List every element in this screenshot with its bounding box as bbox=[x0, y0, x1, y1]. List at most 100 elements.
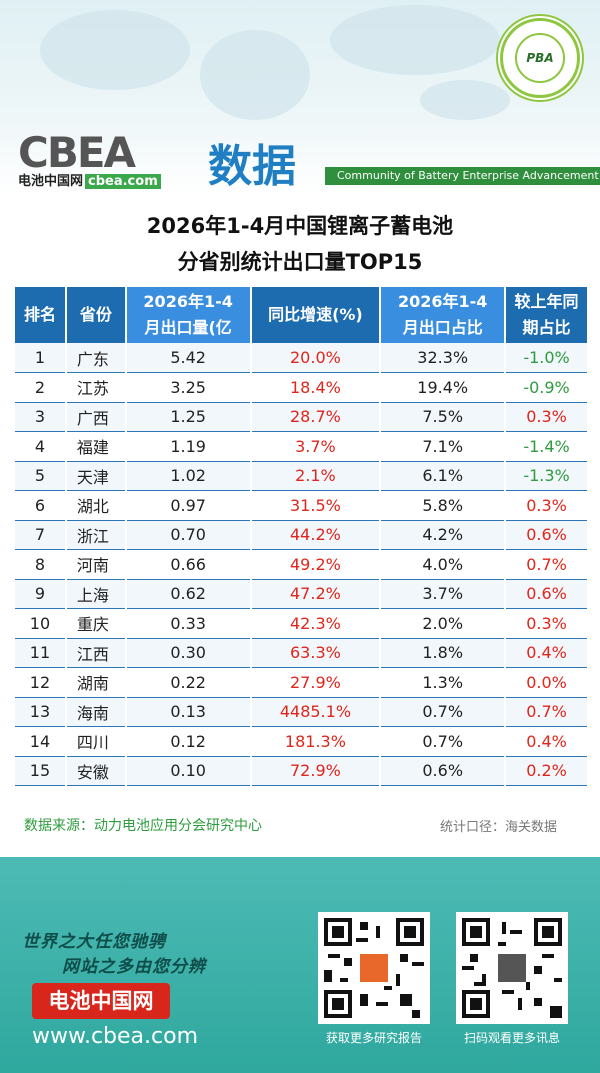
cell-growth: 20.0% bbox=[249, 343, 381, 373]
cell-volume: 1.02 bbox=[124, 461, 251, 491]
table-row: 11 江西 0.30 63.3% 1.8% 0.4% bbox=[13, 638, 587, 668]
cell-share: 7.5% bbox=[379, 402, 506, 432]
col-header-rank: 排名 bbox=[13, 287, 66, 343]
cell-province: 上海 bbox=[64, 579, 126, 609]
cell-share-change: 0.6% bbox=[504, 520, 587, 550]
world-map-shape bbox=[420, 80, 510, 120]
cell-growth: 49.2% bbox=[249, 549, 381, 580]
cell-share: 0.6% bbox=[379, 756, 506, 786]
qr-code-reports[interactable] bbox=[318, 912, 430, 1024]
cell-share-change: 0.2% bbox=[504, 756, 587, 786]
cell-volume: 0.33 bbox=[124, 608, 251, 639]
data-caliber: 统计口径：海关数据 bbox=[440, 820, 558, 835]
cell-growth: 2.1% bbox=[249, 461, 381, 491]
cell-rank: 6 bbox=[13, 490, 66, 521]
table-row: 15 安徽 0.10 72.9% 0.6% 0.2% bbox=[13, 756, 587, 786]
col-header-growth: 同比增速(%) bbox=[249, 287, 381, 343]
cell-growth: 3.7% bbox=[249, 431, 381, 462]
cell-province: 浙江 bbox=[64, 520, 126, 550]
cell-volume: 0.22 bbox=[124, 667, 251, 698]
cell-volume: 0.70 bbox=[124, 520, 251, 550]
cell-share: 2.0% bbox=[379, 608, 506, 639]
cell-growth: 31.5% bbox=[249, 490, 381, 521]
community-tagline: Community of Battery Enterprise Advancem… bbox=[325, 167, 600, 185]
brand-badge: 电池中国网 bbox=[32, 983, 170, 1019]
table-row: 10 重庆 0.33 42.3% 2.0% 0.3% bbox=[13, 608, 587, 639]
cell-province: 重庆 bbox=[64, 608, 126, 639]
header-banner: PBA CBEA 电池中国网 cbea.com 数据 Community of B… bbox=[0, 0, 600, 195]
table-row: 7 浙江 0.70 44.2% 4.2% 0.6% bbox=[13, 520, 587, 550]
cell-share-change: -1.3% bbox=[504, 461, 587, 491]
slogan-line2: 网站之多由您分辨 bbox=[62, 957, 206, 977]
cell-growth: 181.3% bbox=[249, 726, 381, 757]
table-header-row: 排名 省份 2026年1-4 月出口量(亿 同比增速(%) 2026年1-4 月出口… bbox=[13, 287, 587, 343]
cell-growth: 4485.1% bbox=[249, 697, 381, 727]
cell-province: 海南 bbox=[64, 697, 126, 727]
table-row: 3 广西 1.25 28.7% 7.5% 0.3% bbox=[13, 402, 587, 432]
cell-rank: 14 bbox=[13, 726, 66, 757]
qr-code-news[interactable] bbox=[456, 912, 568, 1024]
cell-rank: 10 bbox=[13, 608, 66, 639]
cell-volume: 1.25 bbox=[124, 402, 251, 432]
page-title-line1: 2026年1-4月中国锂离子蓄电池 bbox=[146, 214, 454, 238]
cell-share-change: 0.4% bbox=[504, 638, 587, 668]
cell-rank: 11 bbox=[13, 638, 66, 668]
col-header-province: 省份 bbox=[64, 287, 126, 343]
cell-volume: 0.10 bbox=[124, 756, 251, 786]
cell-share: 4.0% bbox=[379, 549, 506, 580]
cell-rank: 4 bbox=[13, 431, 66, 462]
cell-rank: 9 bbox=[13, 579, 66, 609]
website-link[interactable]: www.cbea.com bbox=[32, 1024, 199, 1049]
cell-share: 6.1% bbox=[379, 461, 506, 491]
table-body: 1 广东 5.42 20.0% 32.3% -1.0% 2 江苏 3.25 18.4% 19.4% -… bbox=[13, 343, 587, 786]
table-row: 13 海南 0.13 4485.1% 0.7% 0.7% bbox=[13, 697, 587, 727]
cell-share-change: 0.3% bbox=[504, 402, 587, 432]
cell-volume: 0.97 bbox=[124, 490, 251, 521]
logo-text: CBEA bbox=[18, 128, 136, 177]
cell-rank: 8 bbox=[13, 549, 66, 580]
cell-province: 湖北 bbox=[64, 490, 126, 521]
qr-code-icon bbox=[462, 918, 562, 1018]
cell-share: 19.4% bbox=[379, 372, 506, 403]
cell-province: 湖南 bbox=[64, 667, 126, 698]
cell-share-change: -1.4% bbox=[504, 431, 587, 462]
cell-share: 3.7% bbox=[379, 579, 506, 609]
world-map-shape bbox=[200, 30, 310, 120]
col-header-volume: 2026年1-4 月出口量(亿 bbox=[124, 287, 251, 343]
cell-province: 安徽 bbox=[64, 756, 126, 786]
cell-share: 0.7% bbox=[379, 697, 506, 727]
cell-province: 福建 bbox=[64, 431, 126, 462]
cell-volume: 0.62 bbox=[124, 579, 251, 609]
cell-rank: 5 bbox=[13, 461, 66, 491]
cell-volume: 0.12 bbox=[124, 726, 251, 757]
cell-rank: 3 bbox=[13, 402, 66, 432]
cell-rank: 15 bbox=[13, 756, 66, 786]
cell-volume: 0.30 bbox=[124, 638, 251, 668]
qr-caption-news: 扫码观看更多讯息 bbox=[463, 1031, 560, 1045]
table-row: 2 江苏 3.25 18.4% 19.4% -0.9% bbox=[13, 372, 587, 403]
qr-caption-reports: 获取更多研究报告 bbox=[325, 1031, 422, 1045]
cell-province: 天津 bbox=[64, 461, 126, 491]
cell-share-change: 0.6% bbox=[504, 579, 587, 609]
cell-growth: 72.9% bbox=[249, 756, 381, 786]
cell-province: 江苏 bbox=[64, 372, 126, 403]
promo-footer: 世界之大任您驰骋 网站之多由您分辨 电池中国网 www.cbea.com 获取更… bbox=[0, 857, 600, 1073]
cell-province: 广西 bbox=[64, 402, 126, 432]
cell-share-change: -1.0% bbox=[504, 343, 587, 373]
cell-volume: 0.13 bbox=[124, 697, 251, 727]
cell-share-change: 0.3% bbox=[504, 490, 587, 521]
table-row: 1 广东 5.42 20.0% 32.3% -1.0% bbox=[13, 343, 587, 373]
cell-volume: 0.66 bbox=[124, 549, 251, 580]
logo-subtitle: 电池中国网 cbea.com bbox=[18, 170, 161, 189]
world-map-shape bbox=[330, 5, 500, 75]
cell-share: 5.8% bbox=[379, 490, 506, 521]
pba-seal-logo: PBA bbox=[500, 18, 580, 98]
cell-province: 广东 bbox=[64, 343, 126, 373]
cell-share-change: 0.0% bbox=[504, 667, 587, 698]
world-map-shape bbox=[40, 10, 190, 90]
cell-growth: 63.3% bbox=[249, 638, 381, 668]
cell-share-change: 0.4% bbox=[504, 726, 587, 757]
table-row: 8 河南 0.66 49.2% 4.0% 0.7% bbox=[13, 549, 587, 580]
table-row: 6 湖北 0.97 31.5% 5.8% 0.3% bbox=[13, 490, 587, 521]
col-header-share-change: 较上年同 期占比 bbox=[504, 287, 587, 343]
